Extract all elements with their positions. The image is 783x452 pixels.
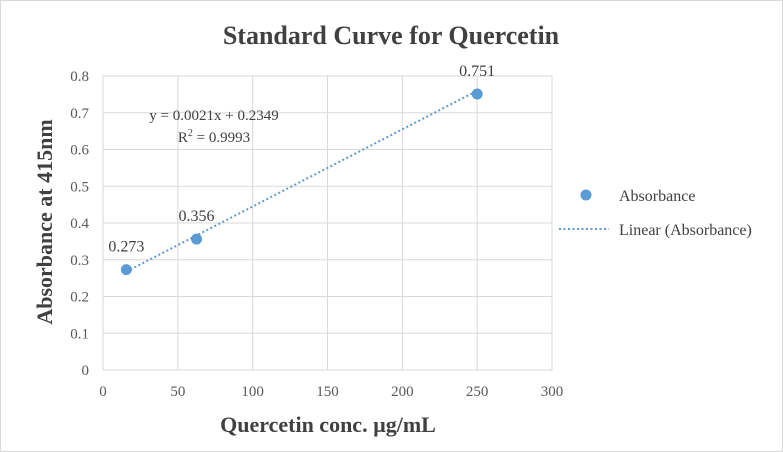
y-tick-label: 0.7 [70, 106, 89, 122]
plot-area [102, 75, 553, 371]
y-tick-label: 0.3 [70, 253, 89, 269]
x-tick-label: 300 [541, 384, 564, 400]
y-tick-label: 0.4 [70, 216, 89, 232]
legend-marker-absorbance [580, 189, 592, 201]
x-tick-label: 0 [99, 384, 107, 400]
chart-title: Standard Curve for Quercetin [223, 21, 560, 50]
y-tick-label: 0.8 [70, 69, 89, 85]
y-tick-label: 0.5 [70, 179, 89, 195]
data-label: 0.356 [179, 208, 215, 225]
legend-label-linear: Linear (Absorbance) [619, 222, 752, 239]
y-tick-label: 0.1 [70, 326, 89, 342]
trend-r-squared: R2 = 0.9993 [178, 128, 250, 146]
y-tick-label: 0 [82, 363, 90, 379]
data-label: 0.273 [108, 239, 144, 256]
trendline [125, 89, 478, 273]
y-tick-label: 0.2 [70, 290, 89, 306]
y-axis-title: Absorbance at 415nm [32, 119, 57, 324]
legend-label-absorbance: Absorbance [619, 188, 695, 205]
data-label: 0.751 [459, 63, 495, 80]
data-point [191, 233, 203, 245]
x-tick-label: 250 [466, 384, 489, 400]
data-labels: 0.273 0.356 0.751 [108, 63, 495, 256]
data-points [120, 88, 483, 276]
legend: Absorbance Linear (Absorbance) [559, 188, 752, 239]
data-point [120, 264, 132, 276]
x-axis-title: Quercetin conc. µg/mL [220, 412, 436, 437]
x-axis-ticks: 0 50 100 150 200 250 300 [99, 384, 563, 400]
trend-equation: y = 0.0021x + 0.2349 [149, 108, 278, 124]
x-tick-label: 50 [170, 384, 185, 400]
x-tick-label: 200 [391, 384, 414, 400]
data-point [471, 88, 483, 100]
y-tick-label: 0.6 [70, 143, 89, 159]
x-tick-label: 100 [241, 384, 264, 400]
y-axis-ticks: 0 0.1 0.2 0.3 0.4 0.5 0.6 0.7 0.8 [70, 69, 89, 379]
x-tick-label: 150 [316, 384, 339, 400]
